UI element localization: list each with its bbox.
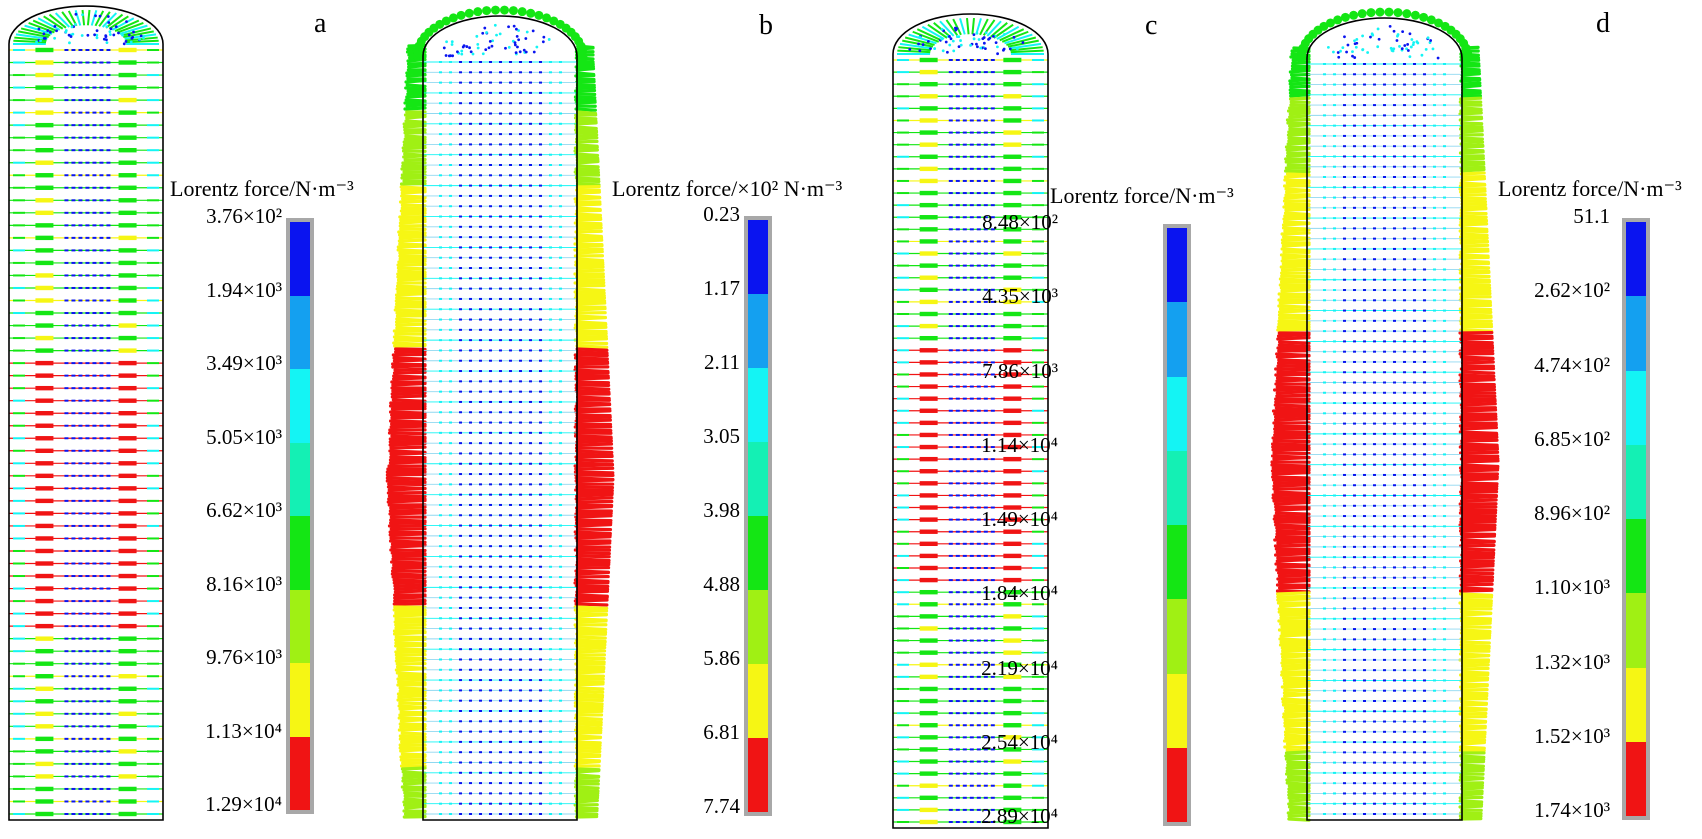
panel-b-field bbox=[385, 5, 615, 821]
panel-b-tick-label: 2.11 bbox=[704, 350, 740, 374]
panel-b-color-segment bbox=[748, 294, 768, 368]
panel-b-color-segment bbox=[748, 220, 768, 294]
panel-a-label: a bbox=[314, 8, 327, 39]
panel-b-color-segment bbox=[748, 664, 768, 738]
panel-a-tick-label: 3.49×10³ bbox=[206, 351, 282, 375]
panel-a-tick-label: 8.16×10³ bbox=[206, 571, 282, 596]
panel-d-color-segment bbox=[1626, 741, 1646, 816]
panel-a-color-segment bbox=[290, 589, 310, 663]
panel-c-color-bar bbox=[1163, 224, 1191, 826]
panel-c-tick-label: 2.54×10⁴ bbox=[981, 729, 1058, 754]
panel-b-color-segment bbox=[748, 738, 768, 812]
panel-d-tick-label: 1.10×10³ bbox=[1534, 575, 1610, 600]
panel-b-color-segment bbox=[748, 442, 768, 516]
panel-b-label: b bbox=[759, 10, 773, 41]
panel-c-color-segment bbox=[1167, 450, 1187, 525]
panel-b-tick-label: 6.81 bbox=[703, 720, 740, 744]
panel-a-outline bbox=[8, 5, 164, 821]
panel-d-color-segment bbox=[1626, 519, 1646, 594]
panel-d-color-segment bbox=[1626, 667, 1646, 742]
panel-a-tick-label: 1.94×10³ bbox=[206, 277, 282, 302]
panel-a-tick-label: 3.76×10² bbox=[206, 204, 282, 228]
panel-a-color-segment bbox=[290, 663, 310, 737]
panel-c-field bbox=[892, 13, 1049, 829]
panel-a-legend-title: Lorentz force/N·m⁻³ bbox=[170, 176, 354, 201]
panel-c-color-segment bbox=[1167, 599, 1187, 674]
panel-a-tick-label: 9.76×10³ bbox=[206, 645, 282, 669]
panel-c-legend-title: Lorentz force/N·m⁻³ bbox=[1050, 183, 1234, 208]
panel-a-color-segment bbox=[290, 222, 310, 296]
panel-c-tick-label: 1.14×10⁴ bbox=[981, 432, 1058, 457]
panel-b-color-segment bbox=[748, 590, 768, 664]
panel-b-outline bbox=[422, 15, 578, 821]
panel-a-color-bar bbox=[286, 218, 314, 814]
panel-c-color-segment bbox=[1167, 302, 1187, 377]
panel-a-tick-label: 1.13×10⁴ bbox=[205, 718, 282, 743]
panel-d-color-segment bbox=[1626, 444, 1646, 519]
panel-d-label: d bbox=[1596, 8, 1610, 39]
panel-c-color-segment bbox=[1167, 228, 1187, 303]
panel-c-tick-label: 1.84×10⁴ bbox=[981, 581, 1058, 606]
panel-a-color-segment bbox=[290, 442, 310, 516]
panel-b-tick-label: 5.86 bbox=[703, 646, 740, 670]
panel-c-color-segment bbox=[1167, 747, 1187, 822]
panel-a-color-segment bbox=[290, 295, 310, 369]
panel-c-tick-label: 2.19×10⁴ bbox=[981, 655, 1058, 680]
panel-b-tick-label: 3.05 bbox=[703, 424, 740, 448]
panel-d-field bbox=[1270, 7, 1500, 822]
panel-b-tick-label: 3.98 bbox=[703, 498, 740, 522]
panel-d-color-bar bbox=[1622, 218, 1650, 820]
panel-b-color-segment bbox=[748, 368, 768, 442]
panel-a-color-segment bbox=[290, 369, 310, 443]
panel-a-tick-label: 5.05×10³ bbox=[206, 424, 282, 449]
panel-d-tick-label: 1.74×10³ bbox=[1534, 798, 1610, 822]
panel-b-tick-label: 1.17 bbox=[703, 276, 740, 300]
panel-a-tick-label: 1.29×10⁴ bbox=[205, 792, 282, 816]
panel-c-tick-label: 1.49×10⁴ bbox=[981, 507, 1058, 531]
panel-c-tick-label: 8.48×10² bbox=[982, 210, 1058, 234]
panel-a-field bbox=[8, 5, 164, 821]
panel-d-color-segment bbox=[1626, 296, 1646, 371]
panel-a-color-segment bbox=[290, 736, 310, 810]
panel-d-tick-label: 51.1 bbox=[1573, 204, 1610, 228]
panel-b-tick-label: 4.88 bbox=[703, 572, 740, 596]
panel-b-tick-label: 0.23 bbox=[703, 202, 740, 226]
panel-d-legend-title: Lorentz force/N·m⁻³ bbox=[1498, 176, 1682, 201]
panel-a-tick-label: 6.62×10³ bbox=[206, 498, 282, 522]
panel-c-label: c bbox=[1145, 10, 1158, 41]
panel-d-tick-label: 2.62×10² bbox=[1534, 278, 1610, 303]
panel-d-color-segment bbox=[1626, 593, 1646, 668]
panel-b-halo bbox=[385, 43, 615, 819]
panel-d-outline bbox=[1306, 17, 1463, 821]
panel-d-tick-label: 4.74×10² bbox=[1534, 352, 1610, 377]
panel-d-color-segment bbox=[1626, 222, 1646, 297]
panel-b-color-bar bbox=[744, 216, 772, 816]
panel-b-tick-label: 7.74 bbox=[703, 794, 740, 818]
panel-c-tick-label: 4.35×10³ bbox=[982, 284, 1058, 309]
panel-c-tick-label: 7.86×10³ bbox=[982, 358, 1058, 383]
panel-d-tick-label: 1.32×10³ bbox=[1534, 649, 1610, 674]
panel-a-color-segment bbox=[290, 516, 310, 590]
panel-d-tick-label: 6.85×10² bbox=[1534, 426, 1610, 451]
panel-b-legend-title: Lorentz force/×10² N·m⁻³ bbox=[612, 176, 843, 201]
panel-b-color-segment bbox=[748, 516, 768, 590]
panel-d-tick-label: 8.96×10² bbox=[1534, 501, 1610, 525]
panel-d-tick-label: 1.52×10³ bbox=[1534, 723, 1610, 748]
panel-c-tick-label: 2.89×10⁴ bbox=[981, 804, 1058, 828]
panel-c-color-segment bbox=[1167, 376, 1187, 451]
panel-d-color-segment bbox=[1626, 370, 1646, 445]
panel-d-halo bbox=[1270, 45, 1500, 822]
panel-c-color-segment bbox=[1167, 673, 1187, 748]
panel-c-outline bbox=[892, 13, 1049, 829]
panel-c-color-segment bbox=[1167, 525, 1187, 600]
